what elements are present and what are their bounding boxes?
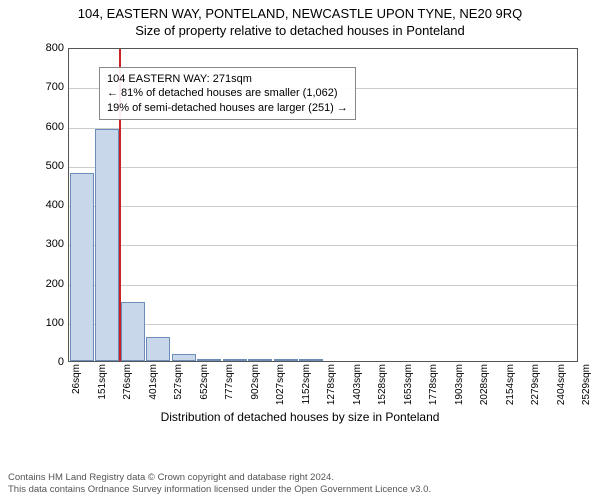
gridline [69, 206, 577, 207]
x-tick-label: 2154sqm [505, 364, 516, 405]
x-tick-label: 652sqm [199, 364, 210, 400]
footer-attribution: Contains HM Land Registry data © Crown c… [8, 472, 592, 496]
x-tick-label: 1528sqm [377, 364, 388, 405]
x-tick-label: 527sqm [173, 364, 184, 400]
x-tick-label: 1653sqm [403, 364, 414, 405]
y-tick-label: 500 [34, 160, 64, 172]
histogram-bar [95, 129, 119, 361]
page-subtitle: Size of property relative to detached ho… [0, 23, 600, 38]
histogram-bar [299, 359, 323, 361]
x-tick-label: 1778sqm [428, 364, 439, 405]
gridline [69, 324, 577, 325]
y-tick-label: 100 [34, 317, 64, 329]
x-axis-label: Distribution of detached houses by size … [0, 410, 600, 424]
plot-region: 104 EASTERN WAY: 271sqm ← 81% of detache… [68, 48, 578, 362]
histogram-bar [172, 354, 196, 361]
x-tick-label: 2028sqm [479, 364, 490, 405]
histogram-bar [121, 302, 145, 361]
footer-line1: Contains HM Land Registry data © Crown c… [8, 472, 592, 484]
title-block: 104, EASTERN WAY, PONTELAND, NEWCASTLE U… [0, 0, 600, 38]
gridline [69, 128, 577, 129]
y-tick-label: 400 [34, 199, 64, 211]
x-tick-label: 1027sqm [275, 364, 286, 405]
x-tick-label: 1403sqm [352, 364, 363, 405]
gridline [69, 167, 577, 168]
histogram-bar [274, 359, 298, 361]
info-line3: 19% of semi-detached houses are larger (… [107, 101, 348, 115]
footer-line2: This data contains Ordnance Survey infor… [8, 484, 592, 496]
page-title-address: 104, EASTERN WAY, PONTELAND, NEWCASTLE U… [0, 6, 600, 21]
x-tick-label: 2279sqm [530, 364, 541, 405]
x-tick-label: 1152sqm [301, 364, 312, 404]
histogram-bar [70, 173, 94, 361]
x-tick-label: 1903sqm [454, 364, 465, 405]
histogram-bar [248, 359, 272, 361]
gridline [69, 245, 577, 246]
y-tick-label: 700 [34, 81, 64, 93]
x-tick-label: 276sqm [122, 364, 133, 400]
histogram-bar [197, 359, 221, 361]
histogram-bar [146, 337, 170, 361]
gridline [69, 285, 577, 286]
y-tick-label: 300 [34, 238, 64, 250]
y-tick-label: 0 [34, 356, 64, 368]
y-tick-label: 600 [34, 121, 64, 133]
chart-area: Number of detached properties 104 EASTER… [0, 42, 600, 442]
x-tick-label: 902sqm [250, 364, 261, 400]
x-tick-label: 1278sqm [326, 364, 337, 405]
histogram-bar [223, 359, 247, 361]
x-tick-label: 777sqm [224, 364, 235, 400]
y-tick-label: 200 [34, 278, 64, 290]
info-line2: ← 81% of detached houses are smaller (1,… [107, 86, 348, 100]
x-tick-label: 2404sqm [556, 364, 567, 405]
info-annotation-box: 104 EASTERN WAY: 271sqm ← 81% of detache… [99, 67, 356, 120]
info-line1: 104 EASTERN WAY: 271sqm [107, 72, 348, 86]
y-tick-label: 800 [34, 42, 64, 54]
x-tick-label: 2529sqm [581, 364, 592, 405]
x-tick-label: 151sqm [97, 364, 108, 400]
x-tick-label: 401sqm [148, 364, 159, 400]
x-tick-label: 26sqm [71, 364, 82, 394]
